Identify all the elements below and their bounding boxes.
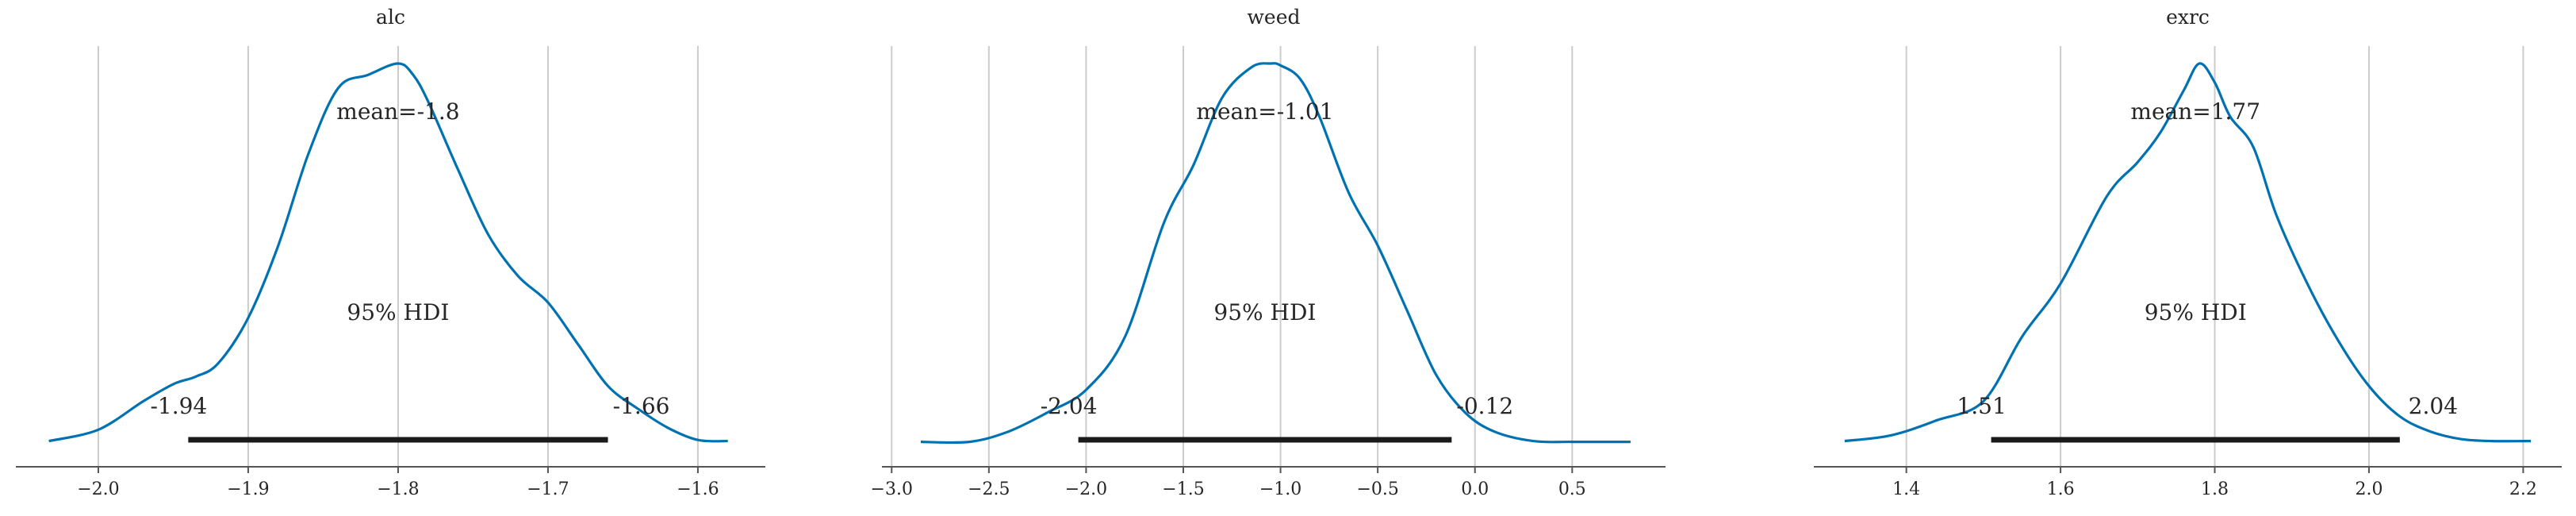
hdi-label: 95% HDI bbox=[347, 299, 449, 325]
x-tick-label: −1.9 bbox=[227, 479, 269, 499]
x-tick-label: 1.8 bbox=[2201, 479, 2229, 499]
x-tick-label: −3.0 bbox=[871, 479, 913, 499]
x-tick-label: −2.0 bbox=[1065, 479, 1107, 499]
x-tick-label: −1.6 bbox=[677, 479, 719, 499]
subplot-title: weed bbox=[1248, 6, 1301, 29]
hdi-label: 95% HDI bbox=[2145, 299, 2247, 325]
subplot-title: exrc bbox=[2166, 6, 2210, 29]
panel-weed: −3.0 −2.5 −2.0 −1.5 −1.0 −0.5 0.0 0.5 -2.04 -0.12… bbox=[871, 6, 1666, 499]
x-tick-label: 0.5 bbox=[1558, 479, 1586, 499]
x-tick-label: −1.8 bbox=[377, 479, 419, 499]
mean-label: mean=1.77 bbox=[2130, 98, 2260, 125]
hdi-low-label: -2.04 bbox=[1041, 393, 1098, 419]
x-tick-label: −1.5 bbox=[1162, 479, 1204, 499]
mean-label: mean=-1.01 bbox=[1196, 98, 1333, 125]
density-curve bbox=[920, 62, 1631, 445]
hdi-high-label: 2.04 bbox=[2409, 393, 2458, 419]
subplot-title: alc bbox=[376, 6, 405, 29]
hdi-high-label: -1.66 bbox=[613, 393, 670, 419]
x-tick-label: 2.0 bbox=[2355, 479, 2382, 499]
hdi-high-label: -0.12 bbox=[1456, 393, 1513, 419]
mean-label: mean=-1.8 bbox=[336, 98, 459, 125]
density-curve bbox=[1844, 62, 2532, 443]
density-curve bbox=[48, 62, 728, 443]
hdi-low-label: 1.51 bbox=[1957, 393, 2006, 419]
hdi-label: 95% HDI bbox=[1213, 299, 1316, 325]
x-tick-label: −2.5 bbox=[968, 479, 1010, 499]
x-tick-label: −0.5 bbox=[1356, 479, 1398, 499]
x-tick-label: −1.7 bbox=[527, 479, 569, 499]
x-tick-label: 1.6 bbox=[2047, 479, 2075, 499]
x-tick-label: 2.2 bbox=[2509, 479, 2537, 499]
x-tick-label: 0.0 bbox=[1461, 479, 1489, 499]
x-tick-label: −2.0 bbox=[77, 479, 119, 499]
panel-exrc: 1.4 1.6 1.8 2.0 2.2 1.51 2.04 exrc mean=1.77 95% … bbox=[1814, 6, 2562, 499]
panel-alc: −2.0 −1.9 −1.8 −1.7 −1.6 -1.94 -1.66 alc mean=-1… bbox=[16, 6, 765, 499]
x-tick-label: 1.4 bbox=[1892, 479, 1920, 499]
hdi-low-label: -1.94 bbox=[150, 393, 207, 419]
x-tick-label: −1.0 bbox=[1259, 479, 1301, 499]
